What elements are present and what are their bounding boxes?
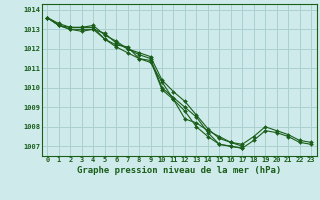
X-axis label: Graphe pression niveau de la mer (hPa): Graphe pression niveau de la mer (hPa) xyxy=(77,166,281,175)
